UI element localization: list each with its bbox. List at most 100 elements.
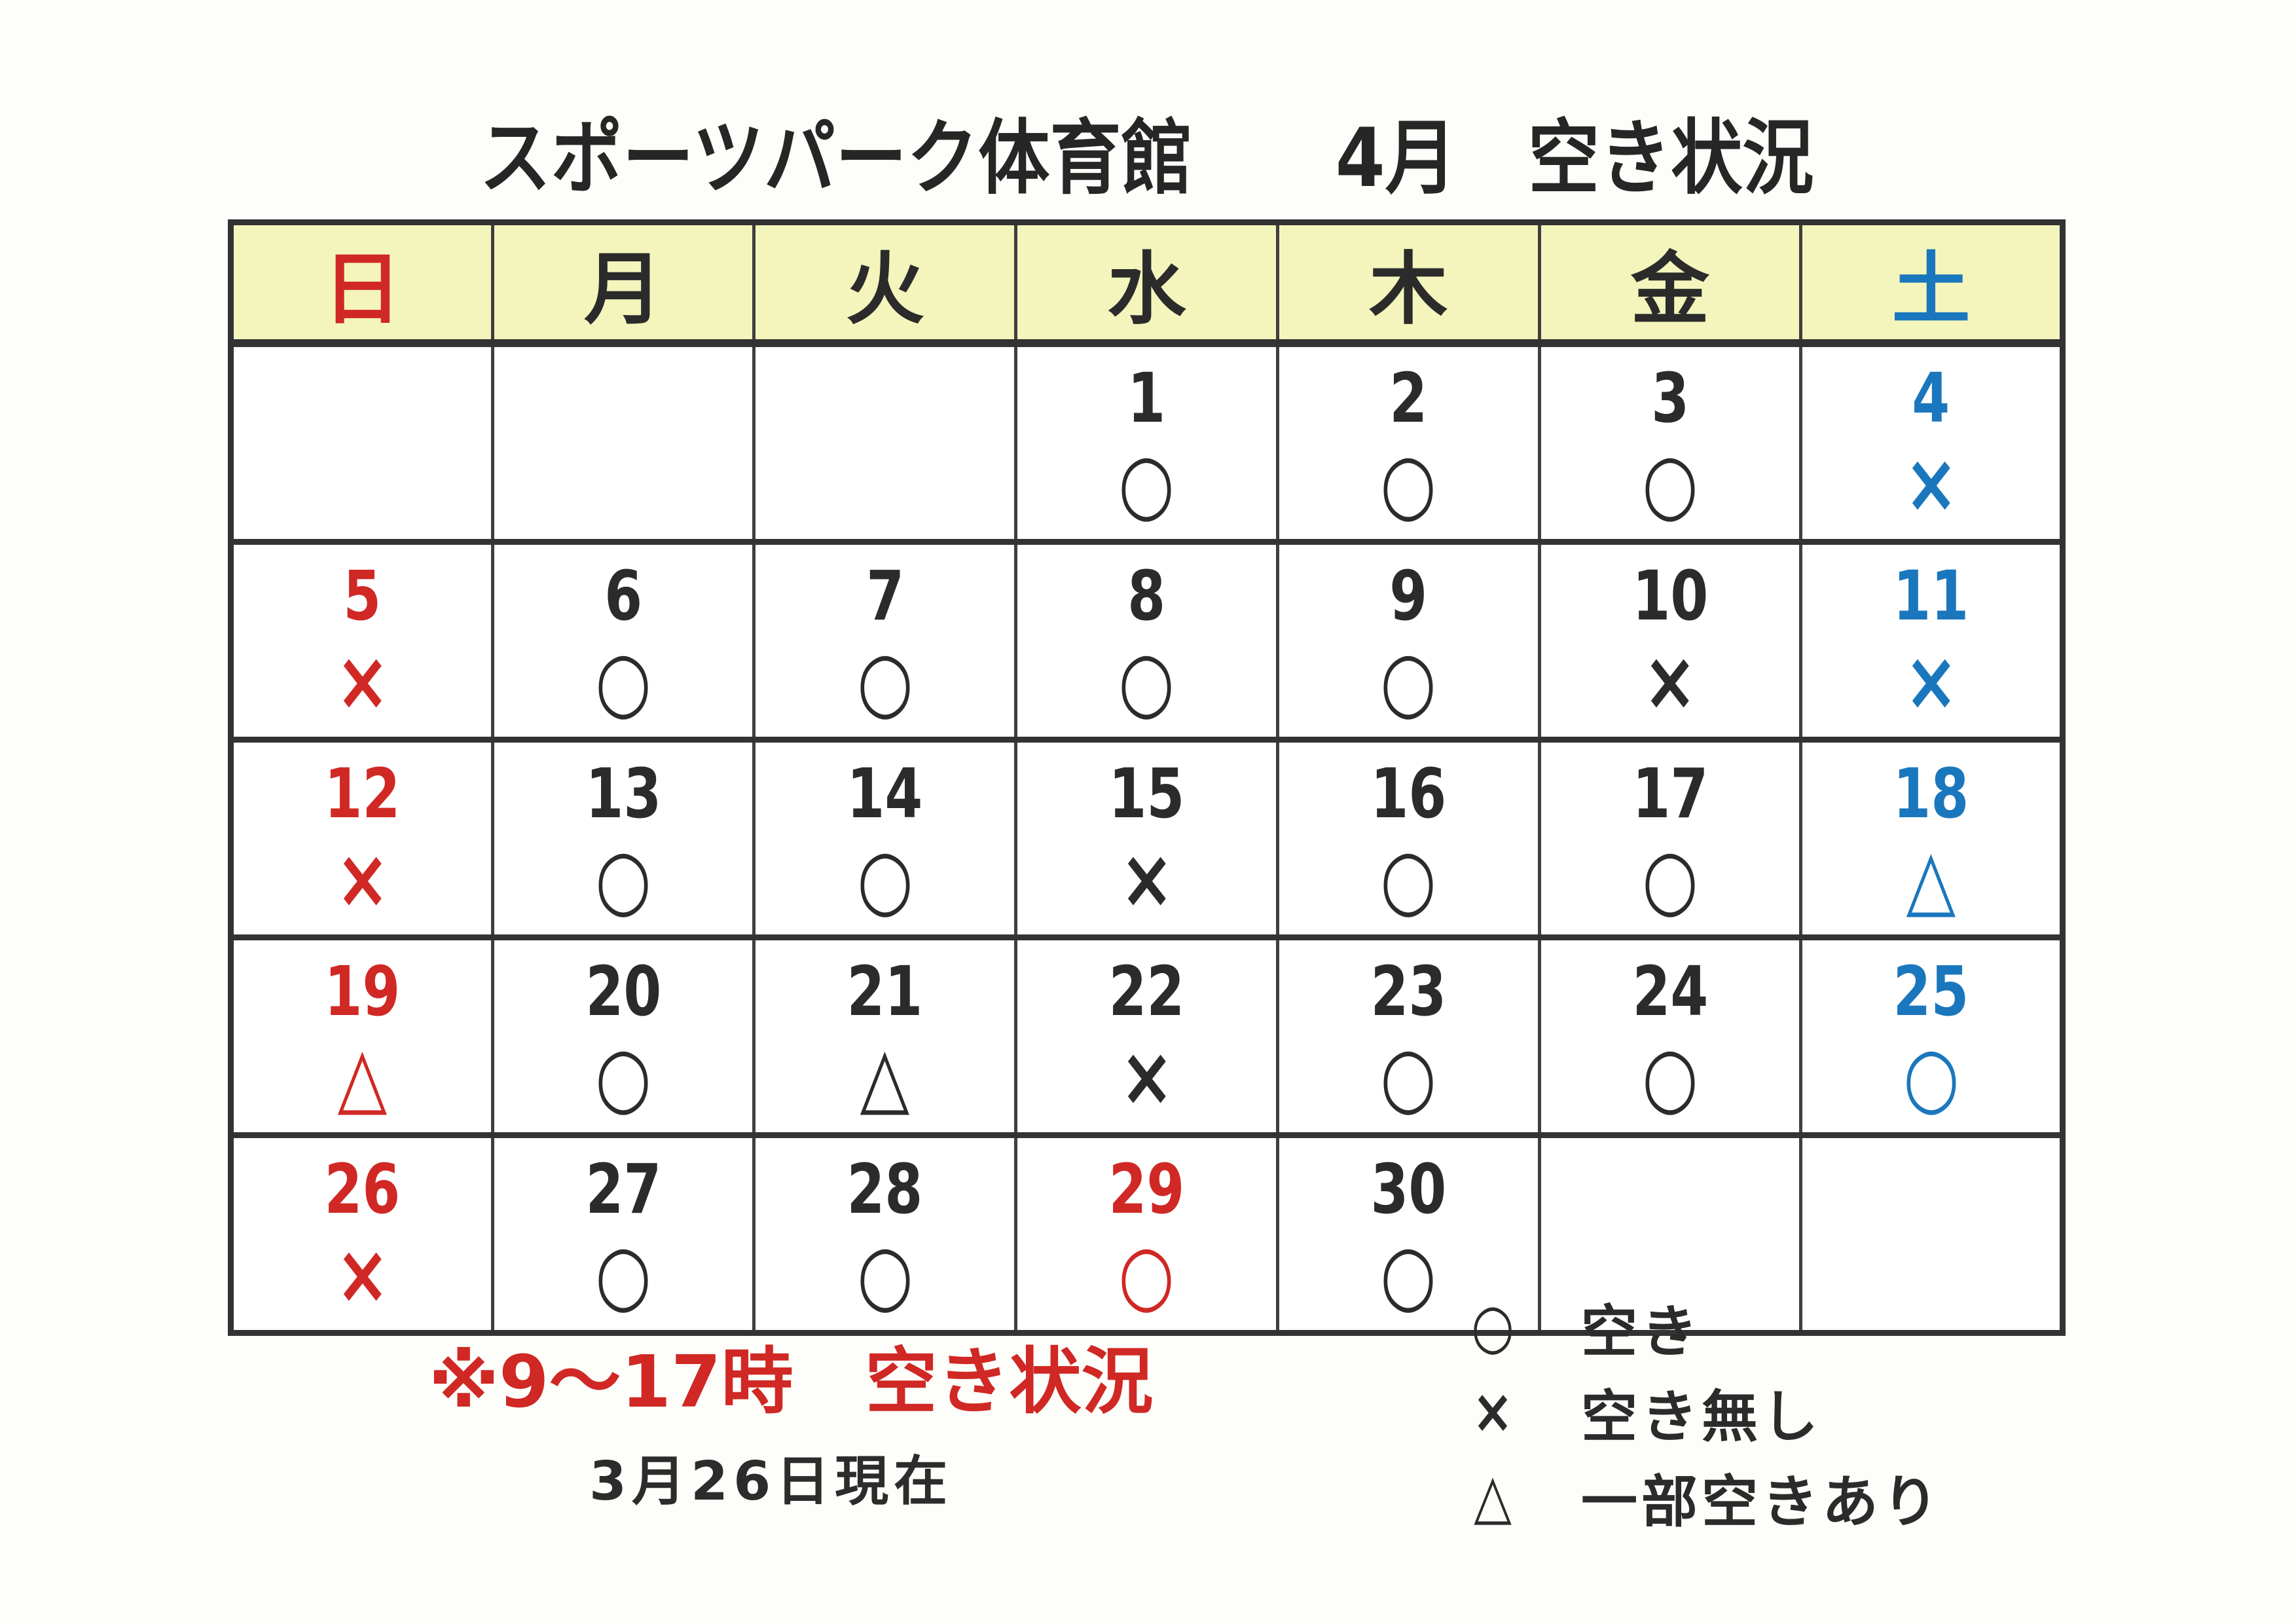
legend: ○ 空き × 空き無し △ 一部空きあり (1440, 1287, 1942, 1542)
circle-available-symbol: ○ (1118, 1226, 1175, 1322)
calendar-day-14: 14 ○ (752, 737, 1016, 938)
cross-unavailable-symbol: × (335, 830, 390, 927)
calendar-cell-content: 18 △ (1802, 743, 2060, 934)
day-number: 9 (1389, 556, 1428, 636)
calendar-day-19: 19 △ (230, 934, 493, 1135)
calendar-cell-content: 8 ○ (1017, 545, 1276, 737)
calendar-day-10: 10 × (1537, 539, 1801, 740)
calendar-cell-content: 7 ○ (756, 545, 1014, 737)
availability-calendar: 日月火水木金土 1 ○ 2 ○ 3 ○ 4 × 5 × 6 ○ 7 ○ 8 ○ 9 ○ 10 × 11 × 12 × 13 ○ 14… (228, 219, 2066, 1336)
day-number: 23 (1370, 951, 1447, 1031)
calendar-empty-cell (1799, 1132, 2063, 1333)
day-number: 16 (1370, 754, 1447, 834)
weekday-header-row: 日月火水木金土 (230, 222, 2063, 347)
calendar-empty-cell (1537, 1132, 1801, 1333)
day-number: 4 (1912, 358, 1950, 438)
calendar-day-20: 20 ○ (490, 934, 754, 1135)
calendar-week-row: 12 × 13 ○ 14 ○ 15 × 16 ○ 17 ○ 18 △ (230, 737, 2063, 938)
as-of-date: 3月26日現在 (589, 1450, 953, 1513)
day-number: 22 (1108, 951, 1185, 1031)
calendar-day-26: 26 × (230, 1132, 493, 1333)
circle-available-symbol: ○ (1471, 1290, 1514, 1362)
calendar-cell-content: 28 ○ (756, 1138, 1014, 1330)
calendar-cell-content: 9 ○ (1279, 545, 1538, 737)
calendar-empty-cell (231, 343, 493, 542)
day-number: 19 (324, 951, 401, 1031)
calendar-day-30: 30 ○ (1275, 1132, 1540, 1333)
weekday-header-thu: 木 (1275, 222, 1540, 347)
day-number: 2 (1389, 358, 1428, 438)
day-number: 14 (847, 754, 923, 834)
triangle-partial-symbol: △ (1906, 830, 1956, 927)
calendar-week-row: 5 × 6 ○ 7 ○ 8 ○ 9 ○ 10 × 11 × (230, 539, 2063, 740)
weekday-header-tue: 火 (752, 222, 1016, 347)
calendar-cell-content: 5 × (234, 545, 491, 737)
calendar-cell-content: 22 × (1017, 940, 1276, 1132)
calendar-week-row: 1 ○ 2 ○ 3 ○ 4 × (231, 343, 2063, 542)
legend-row: × 空き無し (1440, 1372, 1942, 1450)
circle-available-symbol: ○ (856, 633, 913, 729)
calendar-cell-content: 20 ○ (494, 940, 753, 1132)
circle-available-symbol: ○ (856, 830, 913, 927)
circle-available-symbol: ○ (1118, 633, 1175, 729)
calendar-header: 日月火水木金土 (230, 222, 2063, 347)
circle-available-symbol: ○ (1641, 1028, 1698, 1124)
calendar-cell-content: 15 × (1017, 743, 1276, 934)
circle-available-symbol: ○ (595, 633, 651, 729)
calendar-cell-content: 26 × (234, 1138, 491, 1330)
day-number: 29 (1108, 1149, 1185, 1229)
triangle-partial-symbol: △ (1474, 1460, 1512, 1532)
cross-unavailable-symbol: × (335, 633, 390, 729)
calendar-cell-content: 29 ○ (1017, 1138, 1276, 1330)
hours-note: ※9～17時 空き状況 (429, 1340, 1154, 1424)
calendar-cell-content: 3 ○ (1541, 347, 1800, 539)
calendar-day-2: 2 ○ (1275, 343, 1540, 542)
calendar-cell-content: 11 × (1802, 545, 2060, 737)
calendar-cell-content: 13 ○ (494, 743, 753, 934)
legend-label: 空き (1581, 1299, 1702, 1365)
circle-available-symbol: ○ (1380, 633, 1437, 729)
calendar-day-7: 7 ○ (752, 539, 1016, 740)
circle-available-symbol: ○ (1118, 435, 1175, 531)
circle-available-symbol: ○ (1641, 435, 1698, 531)
weekday-header-sun: 日 (230, 222, 493, 347)
day-number: 20 (585, 951, 661, 1031)
calendar-day-1: 1 ○ (1014, 343, 1278, 542)
circle-available-symbol: ○ (595, 830, 651, 927)
weekday-header-wed: 水 (1014, 222, 1278, 347)
calendar-day-24: 24 ○ (1537, 934, 1801, 1135)
triangle-partial-symbol: △ (860, 1028, 910, 1124)
triangle-partial-symbol: △ (337, 1028, 388, 1124)
calendar-body: 1 ○ 2 ○ 3 ○ 4 × 5 × 6 ○ 7 ○ 8 ○ 9 ○ 10 × 11 × 12 × 13 ○ 14 ○ 15 × 16 ○ 1… (230, 343, 2063, 1333)
day-number: 24 (1631, 951, 1708, 1031)
circle-available-symbol: ○ (1380, 830, 1437, 927)
calendar-day-13: 13 ○ (490, 737, 754, 938)
calendar-day-18: 18 △ (1799, 737, 2063, 938)
calendar-day-21: 21 △ (752, 934, 1016, 1135)
day-number: 30 (1370, 1149, 1447, 1229)
legend-row: ○ 空き (1440, 1287, 1942, 1365)
legend-label: 空き無し (1581, 1384, 1822, 1450)
cross-unavailable-symbol: × (1472, 1375, 1514, 1447)
calendar-cell-content: 12 × (234, 743, 491, 934)
calendar-cell-content: 1 ○ (1017, 347, 1276, 539)
calendar-day-15: 15 × (1014, 737, 1278, 938)
calendar-cell-content: 4 × (1802, 347, 2060, 539)
weekday-header-fri: 金 (1537, 222, 1801, 347)
calendar-cell-content: 14 ○ (756, 743, 1014, 934)
cross-unavailable-symbol: × (1120, 1028, 1174, 1124)
circle-available-symbol: ○ (1380, 435, 1437, 531)
day-number: 10 (1631, 556, 1708, 636)
calendar-day-5: 5 × (230, 539, 493, 740)
calendar-cell-content: 21 △ (756, 940, 1014, 1132)
day-number: 12 (324, 754, 401, 834)
calendar-cell-content: 25 ○ (1802, 940, 2060, 1132)
calendar-day-4: 4 × (1799, 343, 2063, 542)
cross-unavailable-symbol: × (1904, 435, 1958, 531)
circle-available-symbol: ○ (1641, 830, 1698, 927)
day-number: 7 (866, 556, 904, 636)
cross-unavailable-symbol: × (335, 1226, 390, 1322)
calendar-day-27: 27 ○ (490, 1132, 754, 1333)
day-number: 13 (585, 754, 661, 834)
